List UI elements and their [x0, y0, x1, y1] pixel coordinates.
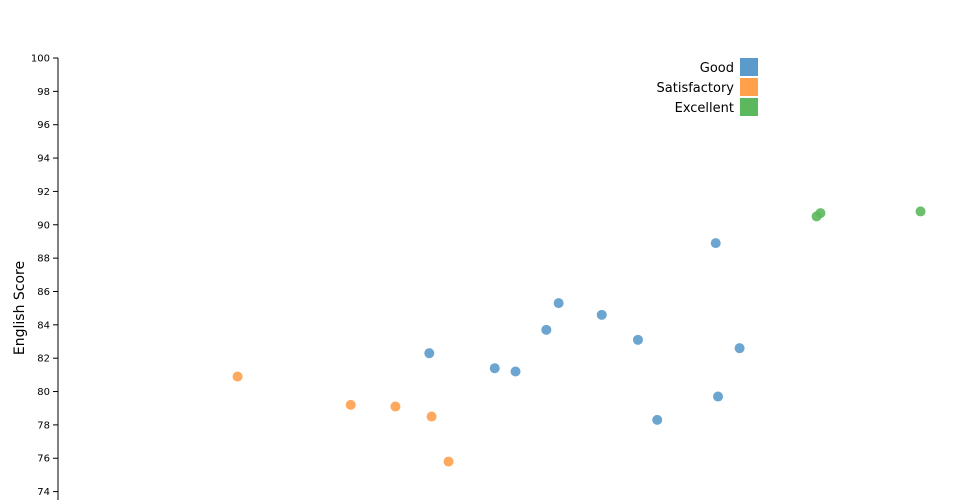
data-point[interactable] [811, 211, 822, 222]
y-tick-label: 90 [37, 220, 50, 231]
y-tick-label: 100 [31, 54, 50, 65]
series-good [424, 238, 745, 425]
y-tick-label: 76 [37, 454, 50, 465]
legend: Good Satisfactory Excellent [657, 58, 758, 116]
data-point[interactable] [632, 334, 643, 345]
y-tick-label: 78 [37, 420, 50, 431]
y-tick-label: 92 [37, 187, 50, 198]
data-point[interactable] [443, 456, 454, 467]
data-point[interactable] [710, 238, 721, 249]
data-point[interactable] [232, 371, 243, 382]
data-points [232, 206, 926, 467]
data-point[interactable] [713, 391, 724, 402]
legend-item-good: Good [700, 58, 758, 76]
series-satisfactory [232, 371, 454, 467]
data-point[interactable] [596, 309, 607, 320]
data-point[interactable] [426, 411, 437, 422]
y-tick-label: 88 [37, 254, 50, 265]
legend-item-satisfactory: Satisfactory [657, 78, 758, 96]
y-tick-label: 94 [37, 154, 50, 165]
data-point[interactable] [915, 206, 926, 217]
data-point[interactable] [489, 363, 500, 374]
y-ticks: 74 76 78 80 82 84 86 88 90 92 94 96 98 100 [31, 54, 58, 498]
y-tick-label: 74 [37, 487, 50, 498]
series-excellent [811, 206, 926, 222]
y-axis-title: English Score [12, 261, 28, 355]
y-tick-label: 80 [37, 387, 50, 398]
data-point[interactable] [652, 414, 663, 425]
data-point[interactable] [424, 348, 435, 359]
legend-swatch [740, 58, 758, 76]
data-point[interactable] [510, 366, 521, 377]
y-tick-label: 98 [37, 87, 50, 98]
legend-swatch [740, 98, 758, 116]
legend-label: Good [700, 61, 734, 76]
data-point[interactable] [345, 399, 356, 410]
y-tick-label: 82 [37, 354, 50, 365]
y-tick-label: 86 [37, 287, 50, 298]
y-tick-label: 84 [37, 320, 50, 331]
legend-swatch [740, 78, 758, 96]
legend-item-excellent: Excellent [675, 98, 758, 116]
data-point[interactable] [734, 343, 745, 354]
y-axis: 74 76 78 80 82 84 86 88 90 92 94 96 98 100 [31, 54, 59, 500]
legend-label: Excellent [675, 101, 734, 116]
data-point[interactable] [390, 401, 401, 412]
data-point[interactable] [541, 324, 552, 335]
y-tick-label: 96 [37, 120, 50, 131]
data-point[interactable] [553, 298, 564, 309]
legend-label: Satisfactory [657, 81, 735, 96]
